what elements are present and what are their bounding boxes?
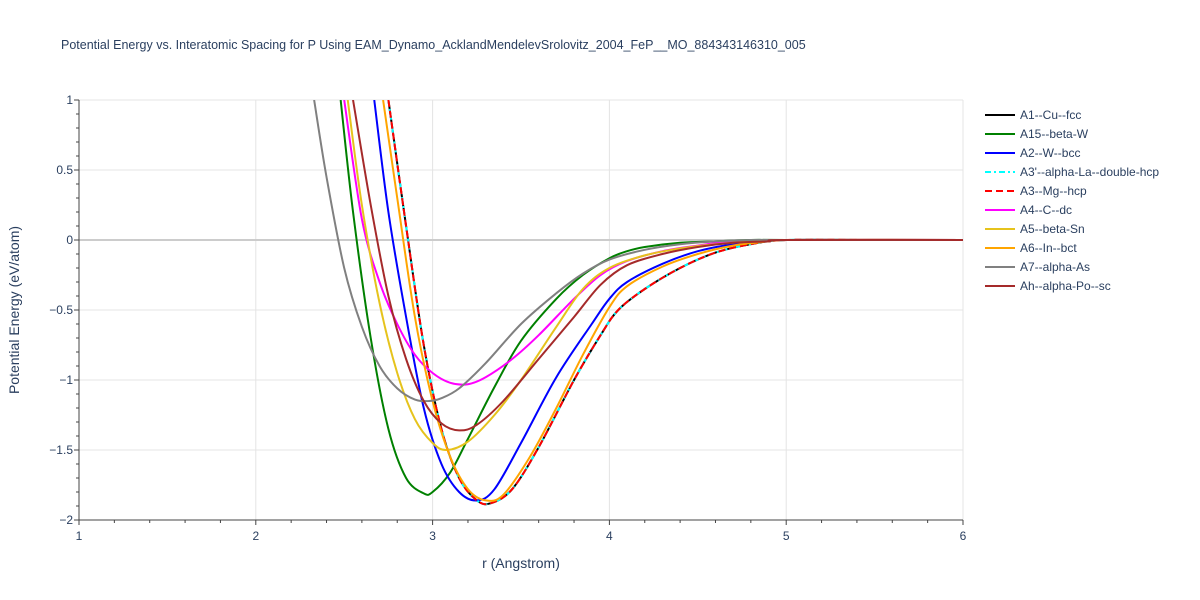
legend-label: A5--beta-Sn: [1020, 221, 1085, 236]
series-line-a3-alpha-la-double-hcp: [387, 100, 963, 506]
legend-item[interactable]: A15--beta-W: [985, 124, 1159, 143]
y-tick-label: 0.5: [56, 163, 73, 177]
y-tick-label: −1.5: [49, 443, 73, 457]
axes: 1 2 3 4 5 6 1 0.5 0 −0.5 −1 −1.5 −2: [49, 93, 966, 543]
legend-label: Ah--alpha-Po--sc: [1020, 278, 1111, 293]
legend-label: A1--Cu--fcc: [1020, 107, 1082, 122]
legend-item[interactable]: A7--alpha-As: [985, 257, 1159, 276]
legend-swatch: [985, 246, 1015, 249]
legend: A1--Cu--fcc A15--beta-W A2--W--bcc A3'--alp…: [985, 105, 1159, 295]
x-tick-label: 6: [960, 529, 967, 543]
legend-swatch: [985, 113, 1015, 116]
y-axis-title: Potential Energy (eV/atom): [6, 226, 22, 394]
series-line-a4-c-dc: [343, 100, 963, 386]
series-line-a1-cu-fcc: [387, 100, 963, 506]
legend-label: A3--Mg--hcp: [1020, 183, 1087, 198]
x-tick-label: 2: [252, 529, 259, 543]
legend-item[interactable]: A5--beta-Sn: [985, 219, 1159, 238]
legend-label: A4--C--dc: [1020, 202, 1073, 217]
legend-swatch: [985, 284, 1015, 287]
x-axis-title: r (Angstrom): [482, 555, 560, 571]
legend-item[interactable]: Ah--alpha-Po--sc: [985, 276, 1159, 295]
y-tick-label: −1: [59, 373, 73, 387]
legend-swatch: [985, 151, 1015, 154]
legend-item[interactable]: A1--Cu--fcc: [985, 105, 1159, 124]
y-tick-label: −2: [59, 513, 73, 527]
series-lines: [313, 100, 963, 506]
y-tick-label: 1: [66, 93, 73, 107]
legend-label: A3'--alpha-La--double-hcp: [1020, 164, 1160, 179]
series-line-ah-alpha-po-sc: [352, 100, 963, 432]
x-tick-label: 3: [429, 529, 436, 543]
series-line-a15-beta-w: [339, 100, 963, 496]
series-line-a3-mg-hcp: [387, 100, 963, 506]
legend-swatch: [985, 170, 1015, 173]
legend-swatch: [985, 208, 1015, 211]
series-line-a2-w-bcc: [373, 100, 963, 502]
legend-item[interactable]: A6--In--bct: [985, 238, 1159, 257]
y-tick-label: 0: [66, 233, 73, 247]
legend-swatch: [985, 227, 1015, 230]
legend-item[interactable]: A3--Mg--hcp: [985, 181, 1159, 200]
legend-swatch: [985, 265, 1015, 268]
chart-title: Potential Energy vs. Interatomic Spacing…: [61, 38, 806, 52]
legend-item[interactable]: A3'--alpha-La--double-hcp: [985, 162, 1159, 181]
y-tick-label: −0.5: [49, 303, 73, 317]
legend-swatch: [985, 132, 1015, 135]
legend-label: A7--alpha-As: [1020, 259, 1091, 274]
legend-item[interactable]: A4--C--dc: [985, 200, 1159, 219]
series-line-a7-alpha-as: [313, 100, 963, 403]
legend-label: A6--In--bct: [1020, 240, 1077, 255]
series-line-a6-in-bct: [382, 100, 963, 502]
series-line-a5-beta-sn: [346, 100, 963, 452]
legend-item[interactable]: A2--W--bcc: [985, 143, 1159, 162]
x-tick-label: 5: [783, 529, 790, 543]
x-tick-label: 1: [76, 529, 83, 543]
legend-label: A2--W--bcc: [1020, 145, 1081, 160]
grid: [79, 99, 964, 521]
x-tick-label: 4: [606, 529, 613, 543]
legend-label: A15--beta-W: [1020, 126, 1089, 141]
legend-swatch: [985, 189, 1015, 192]
